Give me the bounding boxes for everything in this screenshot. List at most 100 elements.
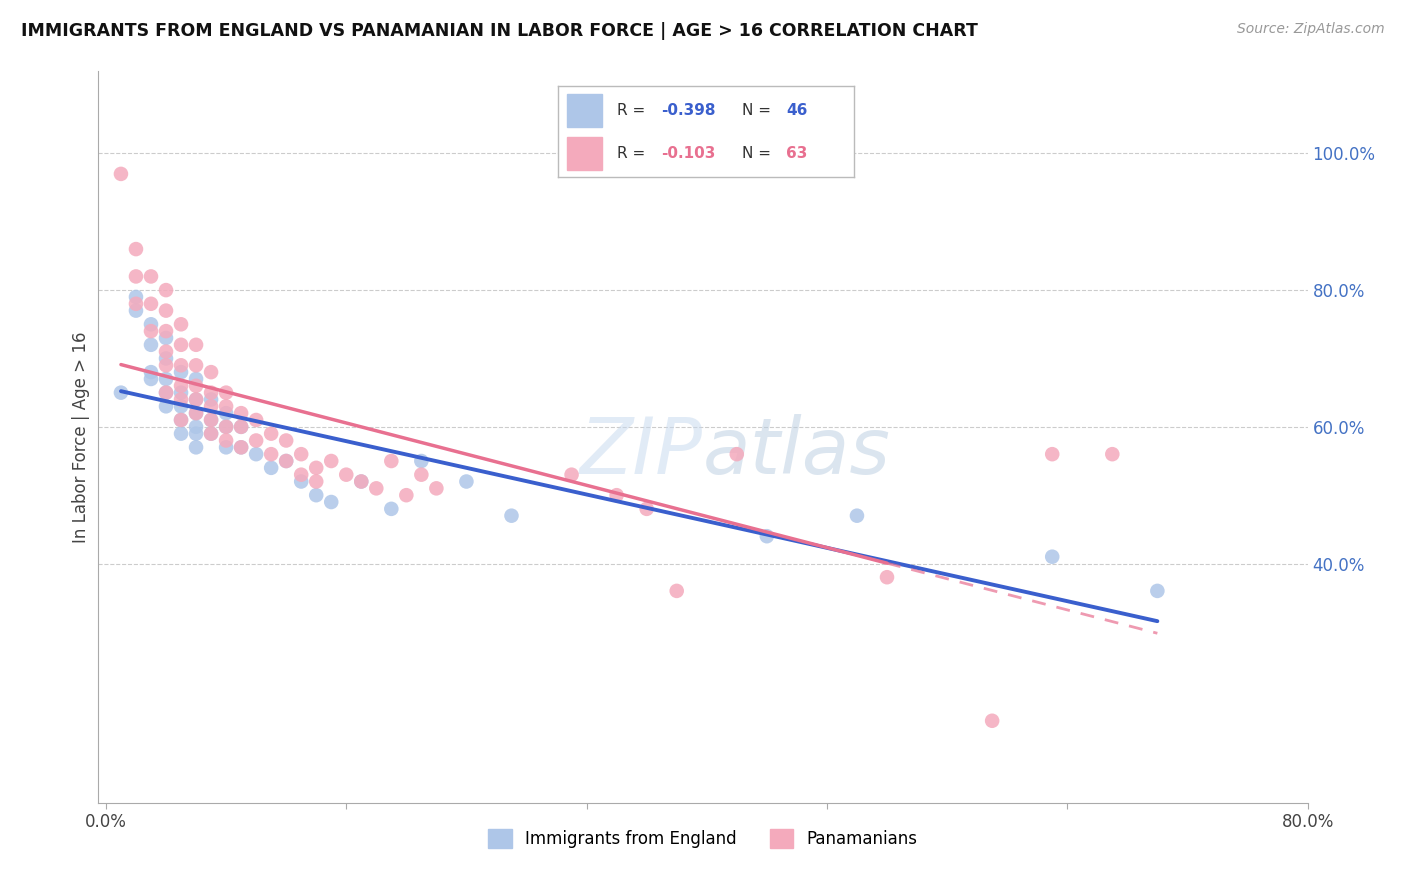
Point xyxy=(170,379,193,393)
Point xyxy=(200,385,222,400)
Point xyxy=(501,508,523,523)
Point xyxy=(170,365,193,379)
Point xyxy=(335,467,357,482)
Point xyxy=(139,372,162,386)
Point xyxy=(215,434,238,448)
Point xyxy=(125,290,148,304)
Point xyxy=(260,447,283,461)
Point xyxy=(636,501,658,516)
Point xyxy=(139,338,162,352)
Point xyxy=(200,413,222,427)
Point xyxy=(200,365,222,379)
Point xyxy=(395,488,418,502)
Point xyxy=(170,338,193,352)
Point xyxy=(981,714,1004,728)
Point xyxy=(876,570,898,584)
Point xyxy=(184,406,207,420)
Point xyxy=(200,392,222,407)
Point xyxy=(110,385,132,400)
Point xyxy=(184,392,207,407)
Point xyxy=(380,454,402,468)
Point xyxy=(155,283,177,297)
Point xyxy=(245,434,267,448)
Point xyxy=(170,413,193,427)
Point xyxy=(184,338,207,352)
Point xyxy=(184,379,207,393)
Point xyxy=(125,303,148,318)
Point xyxy=(290,467,312,482)
Point xyxy=(184,420,207,434)
Point xyxy=(260,460,283,475)
Point xyxy=(184,372,207,386)
Point xyxy=(305,460,328,475)
Point xyxy=(170,359,193,373)
Point xyxy=(184,440,207,454)
Point xyxy=(1101,447,1123,461)
Point xyxy=(411,454,433,468)
Point xyxy=(276,434,298,448)
Point xyxy=(110,167,132,181)
Point xyxy=(215,406,238,420)
Point xyxy=(725,447,748,461)
Point xyxy=(170,392,193,407)
Point xyxy=(200,413,222,427)
Point xyxy=(170,400,193,414)
Point xyxy=(155,303,177,318)
Point xyxy=(380,501,402,516)
Point xyxy=(139,318,162,332)
Point xyxy=(215,420,238,434)
Point xyxy=(200,400,222,414)
Point xyxy=(245,447,267,461)
Point xyxy=(456,475,478,489)
Point xyxy=(125,269,148,284)
Point xyxy=(184,406,207,420)
Point xyxy=(229,406,252,420)
Point xyxy=(215,400,238,414)
Point xyxy=(155,344,177,359)
Point xyxy=(229,420,252,434)
Point xyxy=(229,440,252,454)
Point xyxy=(561,467,583,482)
Point xyxy=(1040,549,1063,564)
Text: Source: ZipAtlas.com: Source: ZipAtlas.com xyxy=(1237,22,1385,37)
Point xyxy=(139,297,162,311)
Point xyxy=(755,529,778,543)
Point xyxy=(200,426,222,441)
Point xyxy=(229,440,252,454)
Point xyxy=(260,426,283,441)
Point xyxy=(606,488,628,502)
Text: ZIP: ZIP xyxy=(581,414,703,490)
Point xyxy=(321,495,343,509)
Y-axis label: In Labor Force | Age > 16: In Labor Force | Age > 16 xyxy=(72,331,90,543)
Point xyxy=(125,242,148,256)
Point xyxy=(366,481,388,495)
Point xyxy=(350,475,373,489)
Point xyxy=(155,385,177,400)
Point xyxy=(139,269,162,284)
Point xyxy=(155,400,177,414)
Point xyxy=(1040,447,1063,461)
Point xyxy=(290,475,312,489)
Point xyxy=(155,331,177,345)
Point xyxy=(350,475,373,489)
Point xyxy=(215,385,238,400)
Point xyxy=(276,454,298,468)
Point xyxy=(170,318,193,332)
Point xyxy=(215,420,238,434)
Point xyxy=(290,447,312,461)
Point xyxy=(139,324,162,338)
Point xyxy=(665,583,688,598)
Point xyxy=(184,426,207,441)
Point xyxy=(1146,583,1168,598)
Point xyxy=(200,426,222,441)
Point xyxy=(846,508,869,523)
Point xyxy=(305,475,328,489)
Text: IMMIGRANTS FROM ENGLAND VS PANAMANIAN IN LABOR FORCE | AGE > 16 CORRELATION CHAR: IMMIGRANTS FROM ENGLAND VS PANAMANIAN IN… xyxy=(21,22,979,40)
Point xyxy=(155,359,177,373)
Point xyxy=(155,372,177,386)
Point xyxy=(155,385,177,400)
Point xyxy=(411,467,433,482)
Point xyxy=(229,420,252,434)
Point xyxy=(305,488,328,502)
Legend: Immigrants from England, Panamanians: Immigrants from England, Panamanians xyxy=(479,821,927,856)
